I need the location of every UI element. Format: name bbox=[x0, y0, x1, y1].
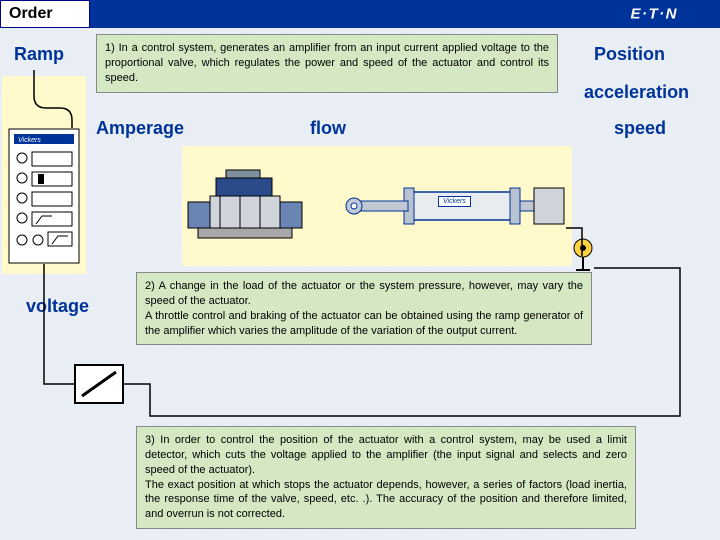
wiring bbox=[0, 28, 720, 540]
page-title: Order bbox=[0, 0, 90, 28]
diagram-canvas: Ramp Amperage flow Position acceleration… bbox=[0, 28, 720, 540]
header: Order E·T·N bbox=[0, 0, 720, 28]
svg-text:E·T·N: E·T·N bbox=[631, 6, 679, 23]
eaton-logo: E·T·N bbox=[628, 5, 708, 23]
header-bar: E·T·N bbox=[90, 0, 720, 28]
